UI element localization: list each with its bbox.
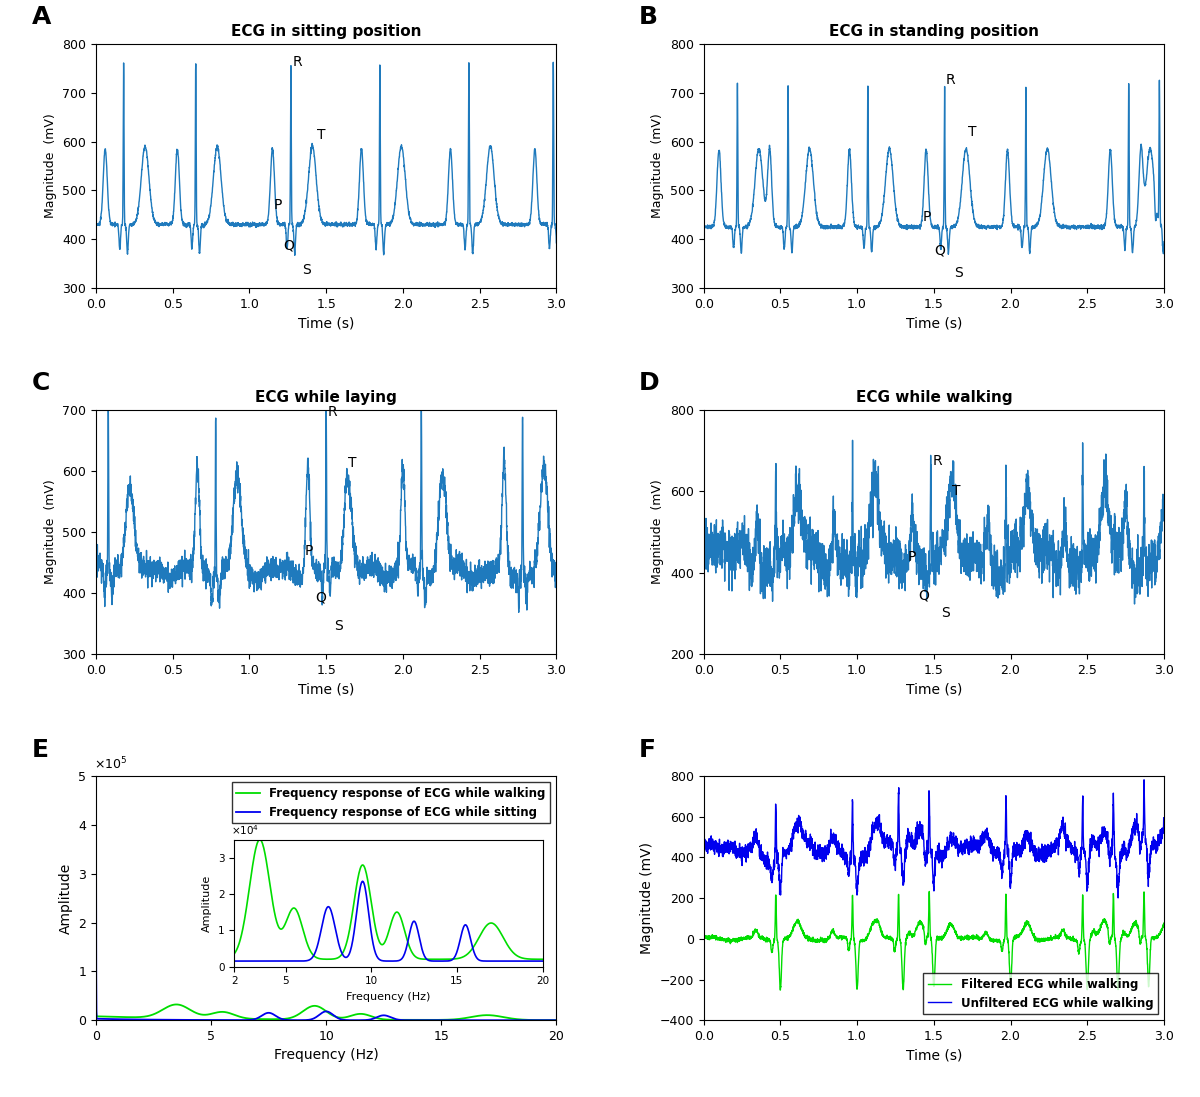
Frequency response of ECG while walking [535,1014,550,1027]
Frequency response of ECG while walking [113,1010,127,1024]
Text: S: S [942,607,950,621]
Text: P: P [274,197,282,212]
Legend: Frequency response of ECG while walking, Frequency response of ECG while sitting: Frequency response of ECG while walking,… [232,782,551,824]
Text: R: R [932,454,942,468]
Frequency response of ECG while sitting [535,1014,550,1027]
Text: E: E [31,737,48,761]
Filtered ECG while walking [773,984,787,997]
Unfiltered ECG while walking [1136,773,1151,787]
Unfiltered ECG while walking [893,847,907,860]
Frequency response of ECG while walking [89,1005,103,1018]
Text: T: T [953,485,961,498]
Y-axis label: Magnitude (mV): Magnitude (mV) [640,842,654,954]
Frequency response of ECG while sitting [113,1013,127,1026]
X-axis label: Time (s): Time (s) [906,682,962,697]
Title: ECG while laying: ECG while laying [256,389,397,405]
Text: T: T [348,455,356,470]
Unfiltered ECG while walking [776,849,791,862]
Filtered ECG while walking [1098,914,1112,927]
Frequency response of ECG while walking [313,1000,328,1014]
Unfiltered ECG while walking [1098,826,1112,839]
Text: C: C [31,372,50,396]
Filtered ECG while walking [874,921,888,935]
Text: S: S [335,619,343,633]
Text: R: R [328,405,337,419]
Y-axis label: Magnitude  (mV): Magnitude (mV) [43,114,56,218]
Text: R: R [293,55,302,69]
Filtered ECG while walking [1157,916,1171,929]
Line: Unfiltered ECG while walking: Unfiltered ECG while walking [703,780,1164,898]
Title: ECG in standing position: ECG in standing position [829,23,1039,38]
Text: T: T [967,125,976,138]
Text: Q: Q [283,239,294,253]
Frequency response of ECG while sitting [300,1014,314,1027]
Text: T: T [317,128,325,143]
Text: B: B [640,5,659,30]
Text: S: S [302,263,311,278]
Unfiltered ECG while walking [1148,840,1163,853]
Filtered ECG while walking [922,885,936,898]
Y-axis label: Amplitude: Amplitude [59,862,73,934]
X-axis label: Time (s): Time (s) [906,1049,962,1063]
Unfiltered ECG while walking [749,822,763,835]
Y-axis label: Magnitude  (mV): Magnitude (mV) [652,479,665,585]
X-axis label: Time (s): Time (s) [298,316,354,330]
Text: P: P [923,210,931,224]
Frequency response of ECG while walking [550,1014,564,1027]
Unfiltered ECG while walking [1111,892,1126,905]
Frequency response of ECG while sitting [535,1014,550,1027]
Frequency response of ECG while walking [451,1013,466,1026]
Text: A: A [31,5,50,30]
Frequency response of ECG while walking [536,1014,551,1027]
X-axis label: Frequency (Hz): Frequency (Hz) [274,1049,378,1063]
Filtered ECG while walking [696,932,710,946]
Y-axis label: Magnitude  (mV): Magnitude (mV) [652,114,665,218]
Text: P: P [907,550,916,564]
Text: S: S [954,267,964,280]
Frequency response of ECG while sitting [89,789,103,802]
Frequency response of ECG while walking [301,1002,316,1015]
Frequency response of ECG while sitting [451,1014,466,1027]
Filtered ECG while walking [1148,930,1163,943]
Filtered ECG while walking [749,925,763,938]
Line: Frequency response of ECG while sitting: Frequency response of ECG while sitting [96,795,557,1020]
Unfiltered ECG while walking [1157,826,1171,839]
Text: Q: Q [316,590,326,604]
X-axis label: Time (s): Time (s) [906,316,962,330]
Text: D: D [640,372,660,396]
Unfiltered ECG while walking [872,824,887,837]
X-axis label: Time (s): Time (s) [298,682,354,697]
Frequency response of ECG while walking [169,998,184,1011]
Unfiltered ECG while walking [696,839,710,852]
Legend: Filtered ECG while walking, Unfiltered ECG while walking: Filtered ECG while walking, Unfiltered E… [923,973,1158,1015]
Title: ECG in sitting position: ECG in sitting position [230,23,421,38]
Title: ECG while walking: ECG while walking [856,389,1012,405]
Frequency response of ECG while sitting [313,1008,328,1021]
Text: R: R [946,72,955,87]
Line: Filtered ECG while walking: Filtered ECG while walking [703,892,1164,991]
Text: Q: Q [934,244,944,258]
Text: F: F [640,737,656,761]
Text: $\times 10^5$: $\times 10^5$ [94,755,127,772]
Y-axis label: Magnitude  (mV): Magnitude (mV) [43,479,56,585]
Line: Frequency response of ECG while walking: Frequency response of ECG while walking [96,1005,557,1020]
Text: Q: Q [918,588,929,602]
Frequency response of ECG while sitting [550,1014,564,1027]
Filtered ECG while walking [893,934,907,947]
Filtered ECG while walking [776,932,791,946]
Text: P: P [305,544,313,558]
